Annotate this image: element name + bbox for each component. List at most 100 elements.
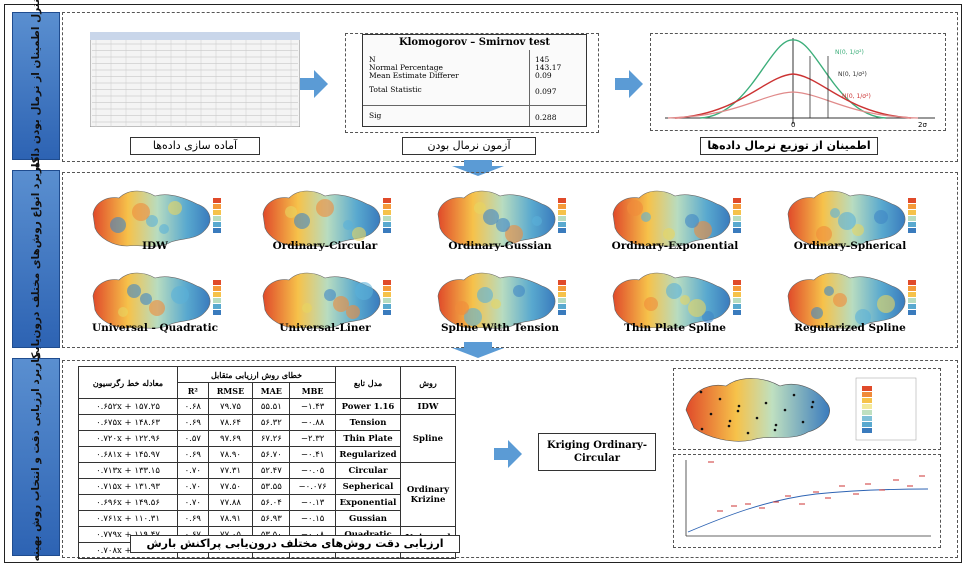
axis-tick: 2σ (918, 121, 927, 128)
row3-box (62, 360, 958, 558)
curve-label: N(0, 1/σ²) (835, 49, 864, 56)
curve-label: N(0, 1/σ²) (842, 93, 871, 100)
row3-title: کاربرد ارزیابی دقت و انتخاب روش بهینه (30, 352, 42, 562)
cell-regression: ۰.۶۷۵x + ۱۴۸.۶۳ (78, 414, 178, 431)
cell-mae: ۵۶.۷۰ (252, 446, 291, 463)
cell-rmse: ۷۷.۳۱ (207, 462, 254, 479)
cell-model: Gussian (335, 510, 401, 527)
row2-band: کاربرد انواع روش‌های مختلف درون‌یابی (12, 157, 60, 361)
map-label: Ordinary-Circular (272, 240, 378, 252)
ks-label: N (369, 55, 376, 64)
cell-rmse: ۹۷.۶۹ (207, 430, 254, 447)
cell-mae: ۵۲.۴۷ (252, 462, 291, 479)
cell-model: Regularized (335, 446, 401, 463)
ks-value: 145 (535, 55, 550, 64)
ks-label: Sig (369, 111, 382, 120)
ks-value: 0.09 (535, 71, 552, 80)
ks-label: Mean Estimate Differer (369, 71, 459, 80)
cell-r2: ۰.۵۷ (177, 430, 209, 447)
caption-normality-test: آزمون نرمال بودن (402, 137, 536, 155)
cell-model: Circular (335, 462, 401, 479)
interpolation-map (612, 190, 741, 247)
cell-mae: ۵۵.۵۱ (252, 398, 291, 415)
cell-mbe: −۰.۱۵ (289, 510, 336, 527)
ks-title: Klomogorov – Smirnov test (398, 37, 551, 48)
map-label: Ordinary-Gussian (448, 240, 552, 252)
map-label: Universal - Quadratic (92, 322, 218, 334)
ks-value: 143.17 (535, 63, 562, 72)
arrow-down-icon (452, 160, 504, 176)
map-label: Ordinary-Exponential (611, 240, 739, 252)
row1-box (62, 12, 958, 162)
best-method-box: Kriging Ordinary-Circular (538, 433, 656, 471)
normal-box (650, 33, 946, 131)
cell-model: Tension (335, 414, 401, 431)
cell-rmse: ۷۸.۹۰ (207, 446, 254, 463)
map-label: Universal-Liner (279, 322, 371, 334)
cell-mbe: −۰.۰۷۶ (289, 478, 336, 495)
ks-value: 0.097 (535, 87, 557, 96)
table-row: ۰.۷۱۵x + ۱۳۱.۹۳ ۰.۷۰ ۷۷.۵۰ ۵۳.۵۵ −۰.۰۷۶ Sephe… (78, 478, 456, 495)
cell-r2: ۰.۷۰ (177, 494, 209, 511)
cell-regression: ۰.۷۲۰x + ۱۲۲.۹۶ (78, 430, 178, 447)
ks-value: 0.288 (535, 113, 557, 122)
caption-normal-distribution: اطمینان از توزیع نرمال داده‌ها (700, 137, 878, 155)
interpolation-map (787, 272, 916, 329)
cell-model: Thin Plate (335, 430, 401, 447)
cell-mbe: −۰.۰۵ (289, 462, 336, 479)
map-label: Spline With Tension (440, 322, 560, 334)
arrow-right-icon (300, 70, 328, 98)
cell-rmse: ۷۸.۹۱ (207, 510, 254, 527)
row2-title: کاربرد انواع روش‌های مختلف درون‌یابی (30, 157, 42, 361)
interpolation-map (262, 272, 391, 329)
interpolation-map (437, 190, 566, 247)
result-map-box (673, 368, 941, 450)
cell-rmse: ۷۷.۸۸ (207, 494, 254, 511)
cell-model: Exponential (335, 494, 401, 511)
ks-box (345, 33, 599, 133)
cell-regression: ۰.۷۱۳x + ۱۳۳.۱۵ (78, 462, 178, 479)
semivariogram-plot (685, 460, 931, 537)
header-model: مدل تابع (335, 366, 401, 399)
evaluation-table: معادله خط رگرسیون خطای روش ارزیابی متقاب… (78, 366, 456, 559)
cell-r2: ۰.۶۹ (177, 414, 209, 431)
arrow-right-icon (494, 440, 522, 468)
header-mbe: MBE (289, 382, 336, 399)
cell-mbe: −۰.۸۸ (289, 414, 336, 431)
table-row: ۰.۷۶۱x + ۱۱۰.۳۱ ۰.۶۹ ۷۸.۹۱ ۵۶.۹۳ −۰.۱۵ Gussia… (78, 510, 456, 527)
cell-method: Spline (400, 414, 456, 463)
cell-method: Ordinary Krizine (400, 462, 456, 527)
header-r2: R² (177, 382, 209, 399)
interpolation-map (787, 190, 916, 247)
interpolation-map (262, 190, 391, 247)
cell-mae: ۵۶.۰۴ (252, 494, 291, 511)
header-method: روش (400, 366, 456, 399)
row3-band: کاربرد ارزیابی دقت و انتخاب روش بهینه (12, 353, 60, 561)
header-mae: MAE (252, 382, 291, 399)
header-regression: معادله خط رگرسیون (78, 366, 178, 399)
map-label: Thin Plate Spline (624, 322, 726, 334)
cell-r2: ۰.۷۰ (177, 478, 209, 495)
result-map (685, 377, 917, 442)
cell-mbe: −۲.۳۲ (289, 430, 336, 447)
header-errors: خطای روش ارزیابی متقابل (177, 366, 336, 383)
ks-table: Klomogorov – Smirnov test N Normal Perce… (362, 34, 587, 127)
table-row: ۰.۶۹۶x + ۱۴۹.۵۶ ۰.۷۰ ۷۷.۸۸ ۵۶.۰۴ −۰.۱۳ Expone… (78, 494, 456, 511)
cell-mae: ۵۳.۵۵ (252, 478, 291, 495)
diagram-frame (4, 4, 962, 563)
row2-box (62, 172, 958, 348)
cell-mae: ۶۷.۲۶ (252, 430, 291, 447)
cell-mbe: −۰.۱۳ (289, 494, 336, 511)
cell-mae: ۵۶.۹۳ (252, 510, 291, 527)
row1-band: کنترل اطمینان از نرمال بودن داده‌ها (12, 0, 60, 179)
cell-mae: ۵۶.۳۲ (252, 414, 291, 431)
cell-model: Sepherical (335, 478, 401, 495)
map-label: Ordinary-Spherical (793, 240, 907, 252)
scatter-box (673, 454, 941, 548)
ks-label: Total Statistic (369, 85, 422, 94)
row1-title: کنترل اطمینان از نرمال بودن داده‌ها (30, 0, 42, 180)
cell-r2: ۰.۶۹ (177, 510, 209, 527)
table-row: ۰.۶۷۵x + ۱۴۸.۶۳ ۰.۶۹ ۷۸.۶۴ ۵۶.۳۲ −۰.۸۸ Tensio… (78, 414, 456, 463)
map-label: IDW (142, 240, 168, 252)
caption-data-prep: آماده سازی داده‌ها (130, 137, 260, 155)
